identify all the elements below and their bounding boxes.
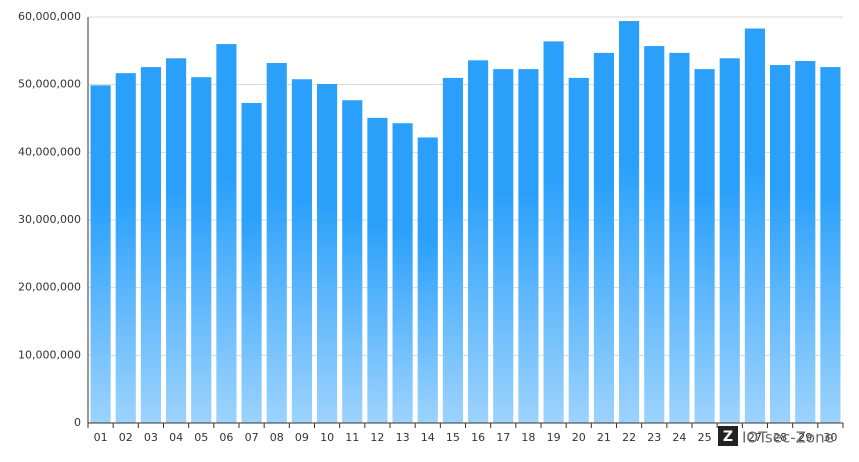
x-tick-label: 23	[647, 431, 661, 444]
bar	[744, 28, 765, 424]
x-tick-label: 28	[773, 431, 787, 444]
bar	[90, 85, 111, 424]
watermark-text: IOTsec-Zone	[742, 429, 834, 447]
y-tick-label: 60,000,000	[18, 10, 81, 23]
x-tick-label: 05	[194, 431, 208, 444]
y-tick-label: 50,000,000	[18, 78, 81, 91]
bar	[795, 60, 816, 423]
x-tick-label: 04	[169, 431, 183, 444]
bar	[694, 69, 715, 423]
bar	[216, 44, 237, 424]
x-tick-label: 08	[270, 431, 284, 444]
x-tick-label: 11	[345, 431, 359, 444]
x-tick-label: 06	[219, 431, 233, 444]
y-tick-label: 20,000,000	[18, 281, 81, 294]
bar	[593, 52, 614, 423]
x-tick-label: 29	[798, 431, 812, 444]
bar	[669, 52, 690, 423]
x-tick-label: 21	[597, 431, 611, 444]
x-tick-label: 12	[370, 431, 384, 444]
x-tick-label: 20	[572, 431, 586, 444]
bar	[367, 117, 388, 423]
bar	[468, 60, 489, 423]
bar	[820, 67, 841, 423]
x-tick-label: 30	[823, 431, 837, 444]
bar	[568, 77, 589, 424]
x-tick-label: 19	[547, 431, 561, 444]
bar	[619, 21, 640, 424]
x-tick-label: 25	[698, 431, 712, 444]
watermark: Z IOTsec-Zone	[718, 426, 834, 447]
bar	[266, 63, 287, 423]
x-tick-label: 14	[421, 431, 435, 444]
x-tick-label: 15	[446, 431, 460, 444]
x-tick-label: 10	[320, 431, 334, 444]
bar	[417, 137, 438, 424]
y-tick-label: 10,000,000	[18, 348, 81, 361]
y-tick-label: 30,000,000	[18, 213, 81, 226]
bar	[241, 102, 262, 423]
x-tick-label: 13	[396, 431, 410, 444]
bar	[518, 69, 539, 423]
bar	[493, 69, 514, 423]
bar	[291, 79, 312, 424]
bar	[317, 83, 338, 424]
bar	[342, 100, 363, 423]
bar	[770, 65, 791, 423]
x-tick-label: 22	[622, 431, 636, 444]
watermark-icon	[718, 426, 738, 446]
x-tick-label: 24	[672, 431, 686, 444]
y-tick-label: 40,000,000	[18, 145, 81, 158]
x-tick-label: 03	[144, 431, 158, 444]
bar	[543, 41, 564, 424]
x-tick-label: 09	[295, 431, 309, 444]
x-tick-label: 18	[521, 431, 535, 444]
x-tick-label: 27	[748, 431, 762, 444]
bar	[644, 46, 665, 423]
x-tick-label: 16	[471, 431, 485, 444]
watermark-icon-letter: Z	[723, 429, 733, 445]
x-tick-label: 01	[94, 431, 108, 444]
bar	[115, 73, 136, 423]
bar	[191, 77, 212, 424]
y-tick-label: 0	[74, 416, 81, 429]
bar	[166, 58, 187, 423]
bar	[442, 77, 463, 424]
x-tick-label: 02	[119, 431, 133, 444]
bar	[392, 123, 413, 423]
x-tick-label: 07	[245, 431, 259, 444]
bar	[719, 58, 740, 423]
x-tick-label: 17	[496, 431, 510, 444]
bar	[140, 67, 161, 423]
